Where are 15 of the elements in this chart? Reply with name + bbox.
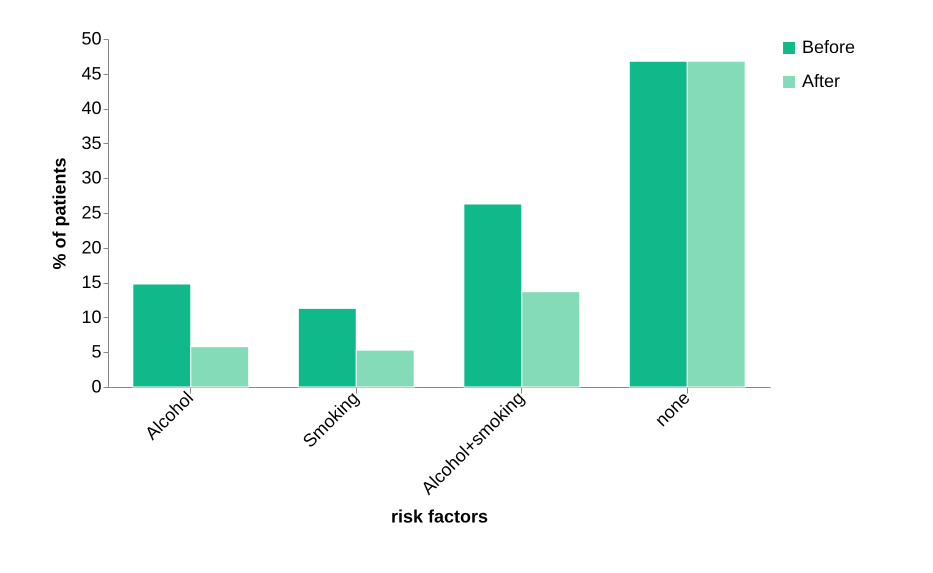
y-tick-label: 0 [91,376,102,396]
y-tick-label: 20 [81,237,102,258]
y-tick-label: 35 [81,132,102,153]
legend-label: After [802,71,840,91]
y-axis-title: % of patients [49,157,70,270]
y-tick-label: 15 [81,272,102,292]
y-tick-label: 50 [81,28,102,48]
y-tick-label: 5 [91,342,102,362]
legend-label: Before [802,37,856,57]
y-tick-label: 25 [81,202,102,222]
y-tick-label: 45 [81,63,102,84]
y-tick-label: 30 [81,168,102,188]
y-tick-label: 40 [81,98,102,118]
x-axis-title: risk factors [390,506,488,526]
y-tick-label: 10 [81,306,102,327]
